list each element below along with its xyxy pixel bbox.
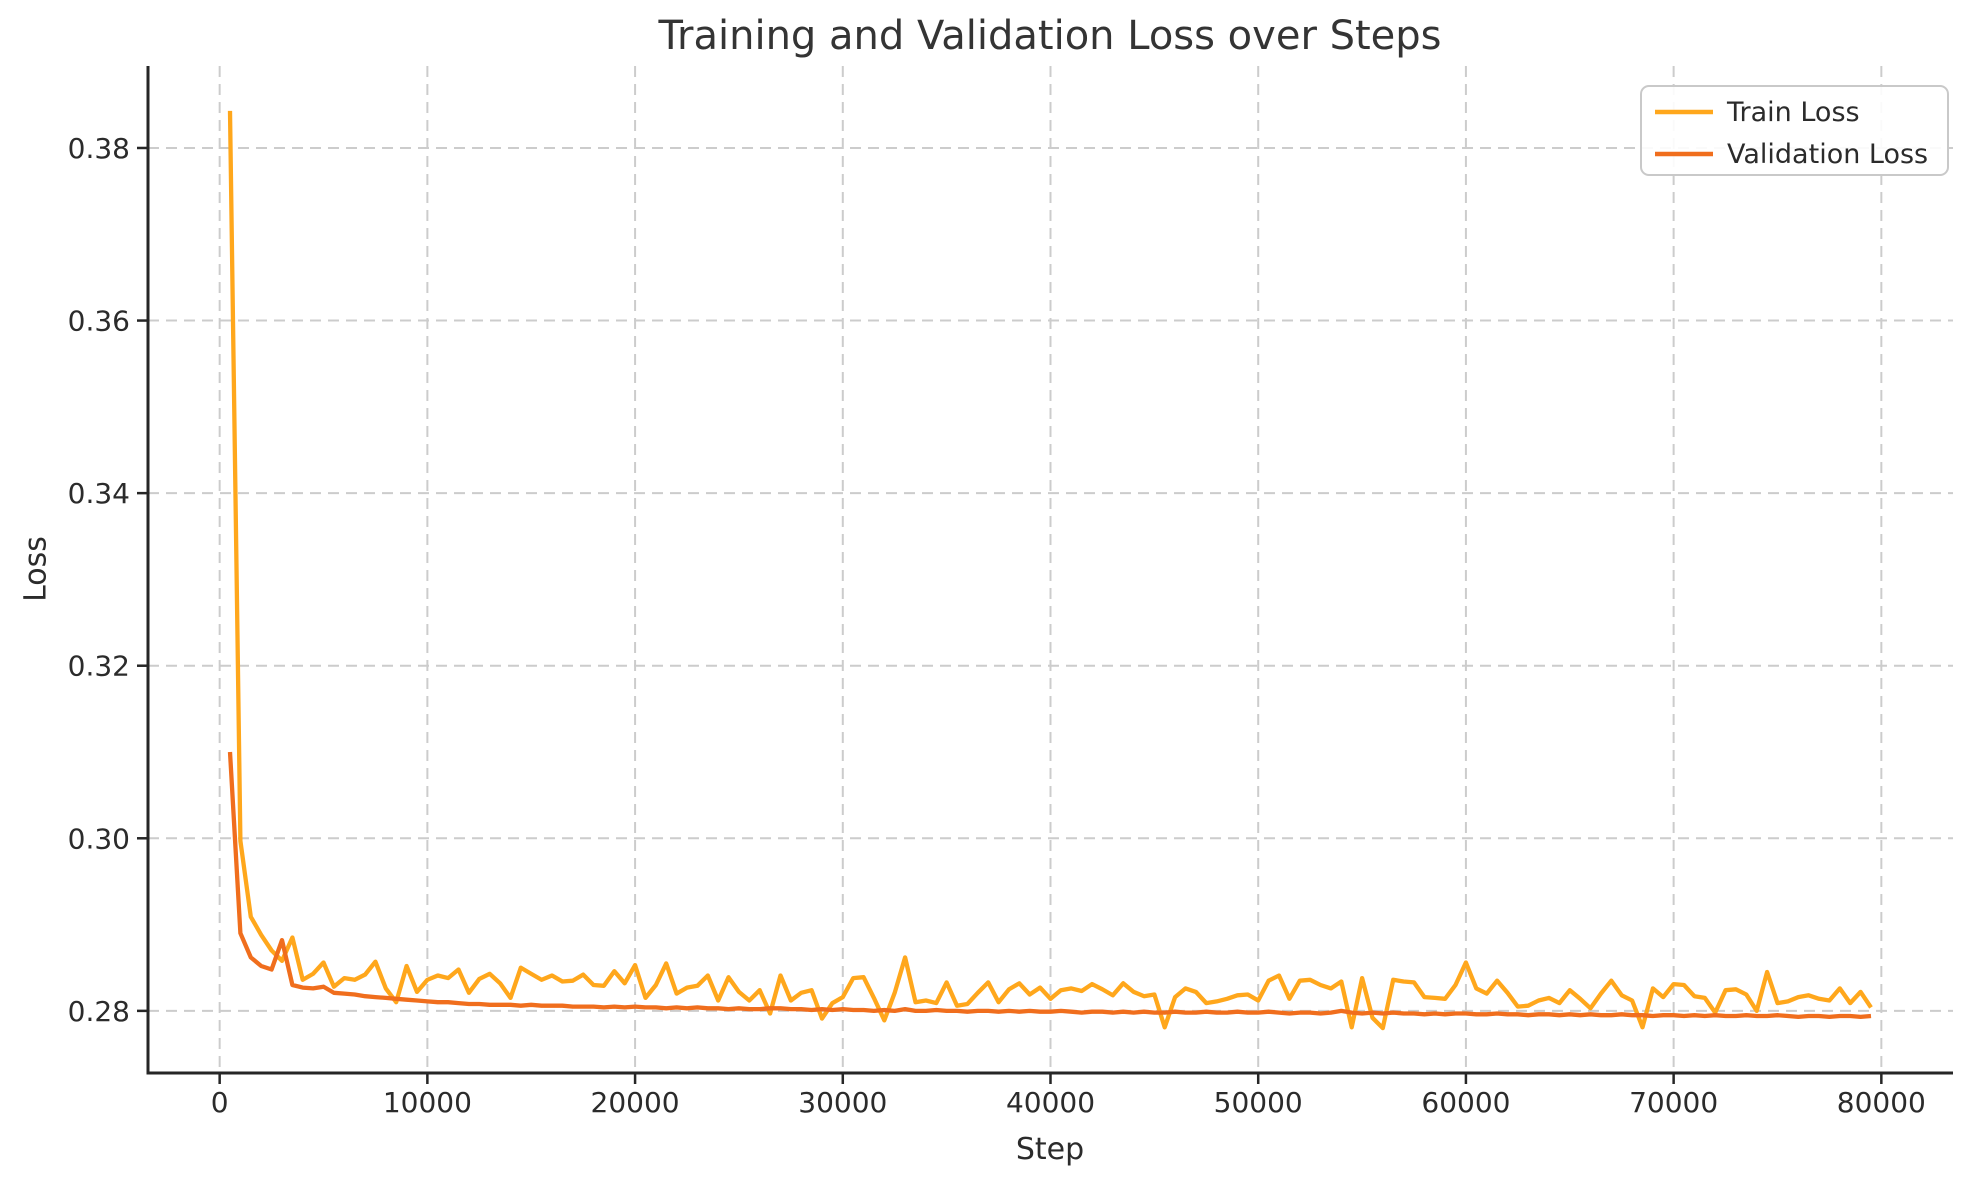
- y-axis-label: Loss: [18, 536, 54, 602]
- legend-label-train: Train Loss: [1726, 97, 1860, 128]
- legend-label-validation: Validation Loss: [1727, 139, 1928, 170]
- x-tick-label: 30000: [798, 1086, 887, 1119]
- x-tick-label: 70000: [1629, 1086, 1718, 1119]
- train-loss-line: [227, 110, 1873, 1031]
- y-tick-label: 0.38: [68, 132, 130, 165]
- y-tick-label: 0.30: [68, 822, 130, 855]
- x-tick-label: 50000: [1214, 1086, 1303, 1119]
- x-tick-label: 40000: [1006, 1086, 1095, 1119]
- x-tick-label: 10000: [383, 1086, 472, 1119]
- validation-loss-line: [227, 751, 1872, 1020]
- x-axis-label: Step: [1015, 1132, 1085, 1167]
- chart-title: Training and Validation Loss over Steps: [658, 13, 1442, 59]
- x-tick-label: 20000: [591, 1086, 680, 1119]
- x-tick-label: 0: [211, 1086, 229, 1119]
- y-tick-label: 0.34: [68, 477, 130, 510]
- y-tick-label: 0.28: [68, 995, 130, 1028]
- legend-box: [1640, 85, 1949, 176]
- y-tick-label: 0.32: [68, 650, 130, 683]
- y-tick-label: 0.36: [68, 305, 130, 338]
- x-tick-label: 80000: [1837, 1086, 1926, 1119]
- x-tick-label: 60000: [1421, 1086, 1510, 1119]
